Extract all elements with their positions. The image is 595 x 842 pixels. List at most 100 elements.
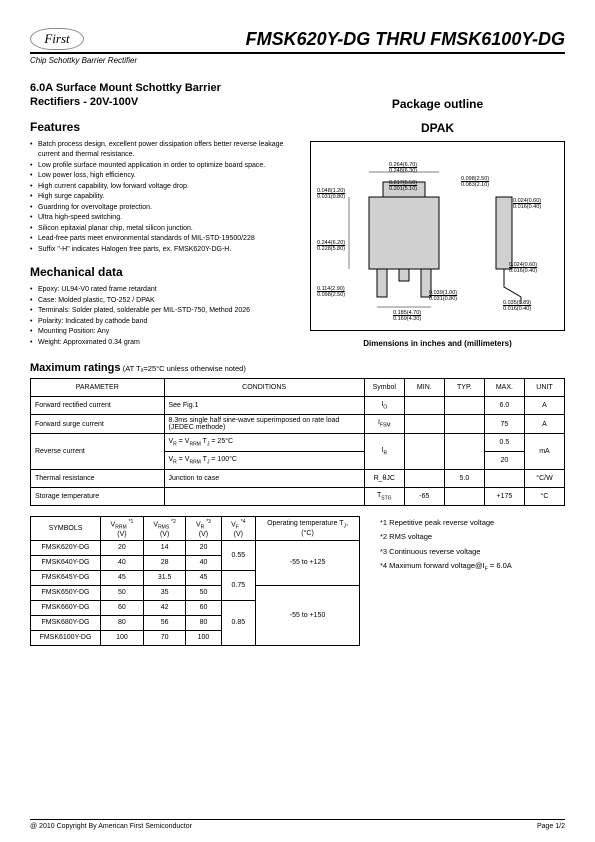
table-cell: FMSK660Y-DG (31, 600, 101, 615)
mechdata-item: Terminals: Solder plated, solderable per… (30, 306, 292, 317)
table-cell: 8.3ms single half sine-wave superimposed… (164, 415, 364, 434)
feature-item: Guardring for overvoltage protection. (30, 203, 292, 214)
package-caption: Dimensions in inches and (millimeters) (310, 339, 565, 348)
table-cell: 80 (101, 615, 144, 630)
table-cell: VR = VRRM TJ = 100°C (164, 452, 364, 470)
footnote: *4 Maximum forward voltage@IF = 6.0A (380, 559, 512, 575)
table-cell: FMSK640Y-DG (31, 555, 101, 570)
table-cell: Forward rectified current (31, 397, 165, 415)
table-cell: 5.0 (444, 470, 484, 488)
table-cell: FMSK6100Y-DG (31, 630, 101, 645)
table-cell: 100 (186, 630, 221, 645)
table-cell: 60 (101, 600, 144, 615)
left-column: 6.0A Surface Mount Schottky Barrier Rect… (30, 81, 292, 348)
parts-table: SYMBOLSVRRM *1 (V)VRMS *2 (V)VR *3 (V)VF… (30, 516, 360, 646)
parts-header: VF *4 (V) (221, 517, 256, 541)
table-cell (404, 434, 444, 470)
table-cell: 45 (186, 570, 221, 585)
footnote: *2 RMS voltage (380, 530, 512, 544)
ratings-header: Symbol (364, 379, 404, 397)
right-column: Package outline DPAK 0.048(1.20)0.031(0.… (310, 81, 565, 348)
feature-item: High surge capability. (30, 192, 292, 203)
feature-item: Silicon epitaxial planar chip, metal sil… (30, 224, 292, 235)
dimension-label: 0.264(6.70)0.248(6.30) (389, 162, 417, 174)
table-cell: A (524, 415, 564, 434)
parts-header: VR *3 (V) (186, 517, 221, 541)
ratings-header: UNIT (524, 379, 564, 397)
package-diagram: 0.048(1.20)0.031(0.80) 0.264(6.70)0.248(6… (310, 141, 565, 331)
table-cell: 20 (484, 452, 524, 470)
dimension-label: 0.185(4.70)0.169(4.30) (393, 310, 421, 322)
table-row: Reverse currentVR = VRRM TJ = 25°CIR0.5m… (31, 434, 565, 452)
table-cell: IR (364, 434, 404, 470)
parts-header: SYMBOLS (31, 517, 101, 541)
table-row: FMSK620Y-DG2014200.55-55 to +125 (31, 540, 360, 555)
table-cell: 50 (101, 585, 144, 600)
bottom-area: SYMBOLSVRRM *1 (V)VRMS *2 (V)VR *3 (V)VF… (30, 516, 565, 646)
mechdata-item: Polarity: Indicated by cathode band (30, 317, 292, 328)
parts-header: VRRM *1 (V) (101, 517, 144, 541)
table-cell: -55 to +125 (256, 540, 360, 585)
table-row: Forward rectified currentSee Fig.1IO6.0A (31, 397, 565, 415)
ratings-header: TYP. (444, 379, 484, 397)
table-cell: 70 (143, 630, 186, 645)
table-cell: R_θJC (364, 470, 404, 488)
mechdata-list: Epoxy: UL94-V0 rated frame retardantCase… (30, 285, 292, 348)
table-cell: FMSK620Y-DG (31, 540, 101, 555)
table-cell (444, 488, 484, 506)
table-cell: 35 (143, 585, 186, 600)
table-row: Forward surge current8.3ms single half s… (31, 415, 565, 434)
dimension-label: 0.048(1.20)0.031(0.80) (317, 188, 345, 200)
table-cell: 20 (186, 540, 221, 555)
dimension-label: 0.039(1.00)0.031(0.80) (429, 290, 457, 302)
table-cell: VR = VRRM TJ = 25°C (164, 434, 364, 452)
dimension-label: 0.024(0.60)0.016(0.40) (513, 198, 541, 210)
table-cell: FMSK650Y-DG (31, 585, 101, 600)
ratings-table: PARAMETERCONDITIONSSymbolMIN.TYP.MAX.UNI… (30, 378, 565, 506)
table-cell: 50 (186, 585, 221, 600)
table-cell: +175 (484, 488, 524, 506)
features-heading: Features (30, 120, 292, 134)
mechdata-item: Case: Molded plastic, TO-252 / DPAK (30, 296, 292, 307)
ratings-section: Maximum ratings (AT Tₐ=25°C unless other… (30, 362, 565, 506)
ratings-header-row: PARAMETERCONDITIONSSymbolMIN.TYP.MAX.UNI… (31, 379, 565, 397)
table-cell: 60 (186, 600, 221, 615)
main-columns: 6.0A Surface Mount Schottky Barrier Rect… (30, 81, 565, 348)
table-cell: 40 (101, 555, 144, 570)
table-cell: 28 (143, 555, 186, 570)
package-subtitle: DPAK (310, 121, 565, 135)
page-footer: @ 2010 Copyright By American First Semic… (30, 819, 565, 830)
ratings-heading: Maximum ratings (30, 362, 120, 374)
table-cell (444, 434, 484, 470)
table-cell (404, 397, 444, 415)
table-cell: 0.75 (221, 570, 256, 600)
ratings-header: PARAMETER (31, 379, 165, 397)
table-cell: 40 (186, 555, 221, 570)
table-cell: 56 (143, 615, 186, 630)
table-cell: 80 (186, 615, 221, 630)
feature-item: Low profile surface mounted application … (30, 161, 292, 172)
table-cell: 42 (143, 600, 186, 615)
ratings-header: MIN. (404, 379, 444, 397)
table-cell: Thermal resistance (31, 470, 165, 488)
table-cell (164, 488, 364, 506)
mechdata-item: Epoxy: UL94-V0 rated frame retardant (30, 285, 292, 296)
table-cell: FMSK680Y-DG (31, 615, 101, 630)
table-cell: Forward surge current (31, 415, 165, 434)
table-cell: 0.55 (221, 540, 256, 570)
dimension-label: 0.035(0.89)0.016(0.40) (503, 300, 531, 312)
table-cell: Junction to case (164, 470, 364, 488)
table-cell: 0.85 (221, 600, 256, 645)
page-number: Page 1/2 (537, 823, 565, 830)
feature-item: Lead-free parts meet environmental stand… (30, 234, 292, 245)
table-cell: 45 (101, 570, 144, 585)
table-cell: Storage temperature (31, 488, 165, 506)
dimension-label: 0.244(6.20)0.228(5.80) (317, 240, 345, 252)
feature-item: Batch process design, excellent power di… (30, 140, 292, 161)
logo: First (30, 28, 84, 50)
product-heading-1: 6.0A Surface Mount Schottky Barrier (30, 81, 292, 95)
table-cell: 31.5 (143, 570, 186, 585)
parts-header: VRMS *2 (V) (143, 517, 186, 541)
table-cell: 14 (143, 540, 186, 555)
table-cell: -65 (404, 488, 444, 506)
